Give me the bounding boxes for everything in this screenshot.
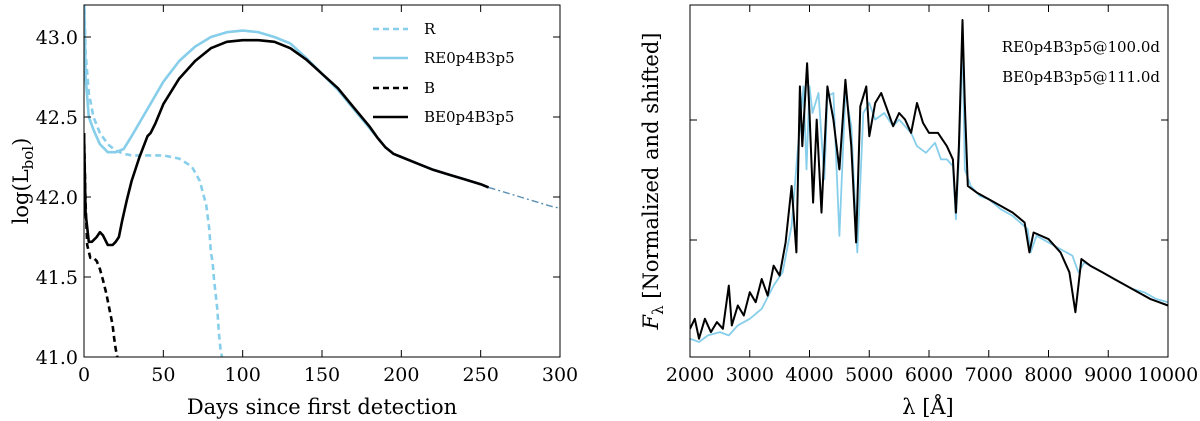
light-curve-ytick-label: 43.0 [36,27,78,49]
light-curve-line-b [84,132,119,357]
light-curve-xtick-label: 0 [78,364,90,386]
light-curve-ylabel-sub: bol [19,146,37,170]
spectrum-xtick-label: 10000 [1138,364,1198,386]
spectrum-xtick-label: 8000 [1024,364,1072,386]
light-curve-chart: 0 50 100 150 200 250 300 41.0 41.5 42.0 42.5 43.0 D… [9,4,578,419]
legend-label-be: BE0p4B3p5 [424,108,514,126]
light-curve-legend: R RE0p4B3p5 B BE0p4B3p5 [373,20,515,126]
spectrum-ticks: 2000 3000 4000 5000 6000 7000 8000 9000 10000 [666,5,1198,386]
light-curve-xlabel: Days since first detection [187,395,457,419]
light-curve-xtick-label: 150 [304,364,340,386]
light-curve-xtick-label: 300 [542,364,578,386]
spectrum-xtick-label: 7000 [965,364,1013,386]
light-curve-ytick-label: 42.0 [36,187,78,209]
spectrum-xtick-label: 9000 [1084,364,1132,386]
legend-label-re: RE0p4B3p5 [424,49,515,67]
spectrum-xlabel: λ [Å] [902,394,954,419]
spectrum-legend-label-be: BE0p4B3p5@111.0d [1002,68,1160,86]
light-curve-xtick-label: 50 [151,364,175,386]
light-curve-ylabel-main: log(L [9,169,33,224]
spectrum-legend: RE0p4B3p5@100.0d BE0p4B3p5@111.0d [1002,38,1161,86]
spectrum-legend-label-re: RE0p4B3p5@100.0d [1002,38,1161,56]
spectrum-ylabel-sub: λ [649,305,667,315]
spectrum-line-1 [690,19,1168,340]
legend-label-r: R [424,20,436,38]
light-curve-ytick-label: 41.5 [36,267,78,289]
spectrum-xtick-label: 3000 [726,364,774,386]
legend-label-b: B [424,79,435,97]
light-curve-ylabel: log(Lbol) [9,138,37,225]
spectrum-series [690,19,1168,343]
light-curve-xtick-label: 100 [225,364,261,386]
light-curve-line-late-tail [488,186,560,209]
spectrum-ylabel: Fλ [Normalized and shifted] [639,33,667,331]
spectrum-frame [689,4,1169,358]
light-curve-line-r [84,5,224,357]
light-curve-ytick-label: 42.5 [36,107,78,129]
light-curve-xtick-label: 200 [383,364,419,386]
light-curve-ylabel-close: ) [9,138,33,146]
light-curve-line-be0p4b3p5 [84,38,490,247]
spectrum-xtick-label: 6000 [905,364,953,386]
light-curve-xtick-label: 250 [463,364,499,386]
spectrum-ylabel-main: F [639,313,663,330]
spectrum-xtick-label: 4000 [785,364,833,386]
spectrum-xtick-label: 2000 [666,364,714,386]
light-curve-series [84,5,560,357]
spectrum-ylabel-close: [Normalized and shifted] [639,33,663,306]
light-curve-ytick-label: 41.0 [36,347,78,369]
light-curve-ticks: 0 50 100 150 200 250 300 41.0 41.5 42.0 42.5 43.0 [36,5,578,386]
spectrum-xtick-label: 5000 [845,364,893,386]
spectrum-chart: 2000 3000 4000 5000 6000 7000 8000 9000 10000 λ … [639,4,1198,419]
